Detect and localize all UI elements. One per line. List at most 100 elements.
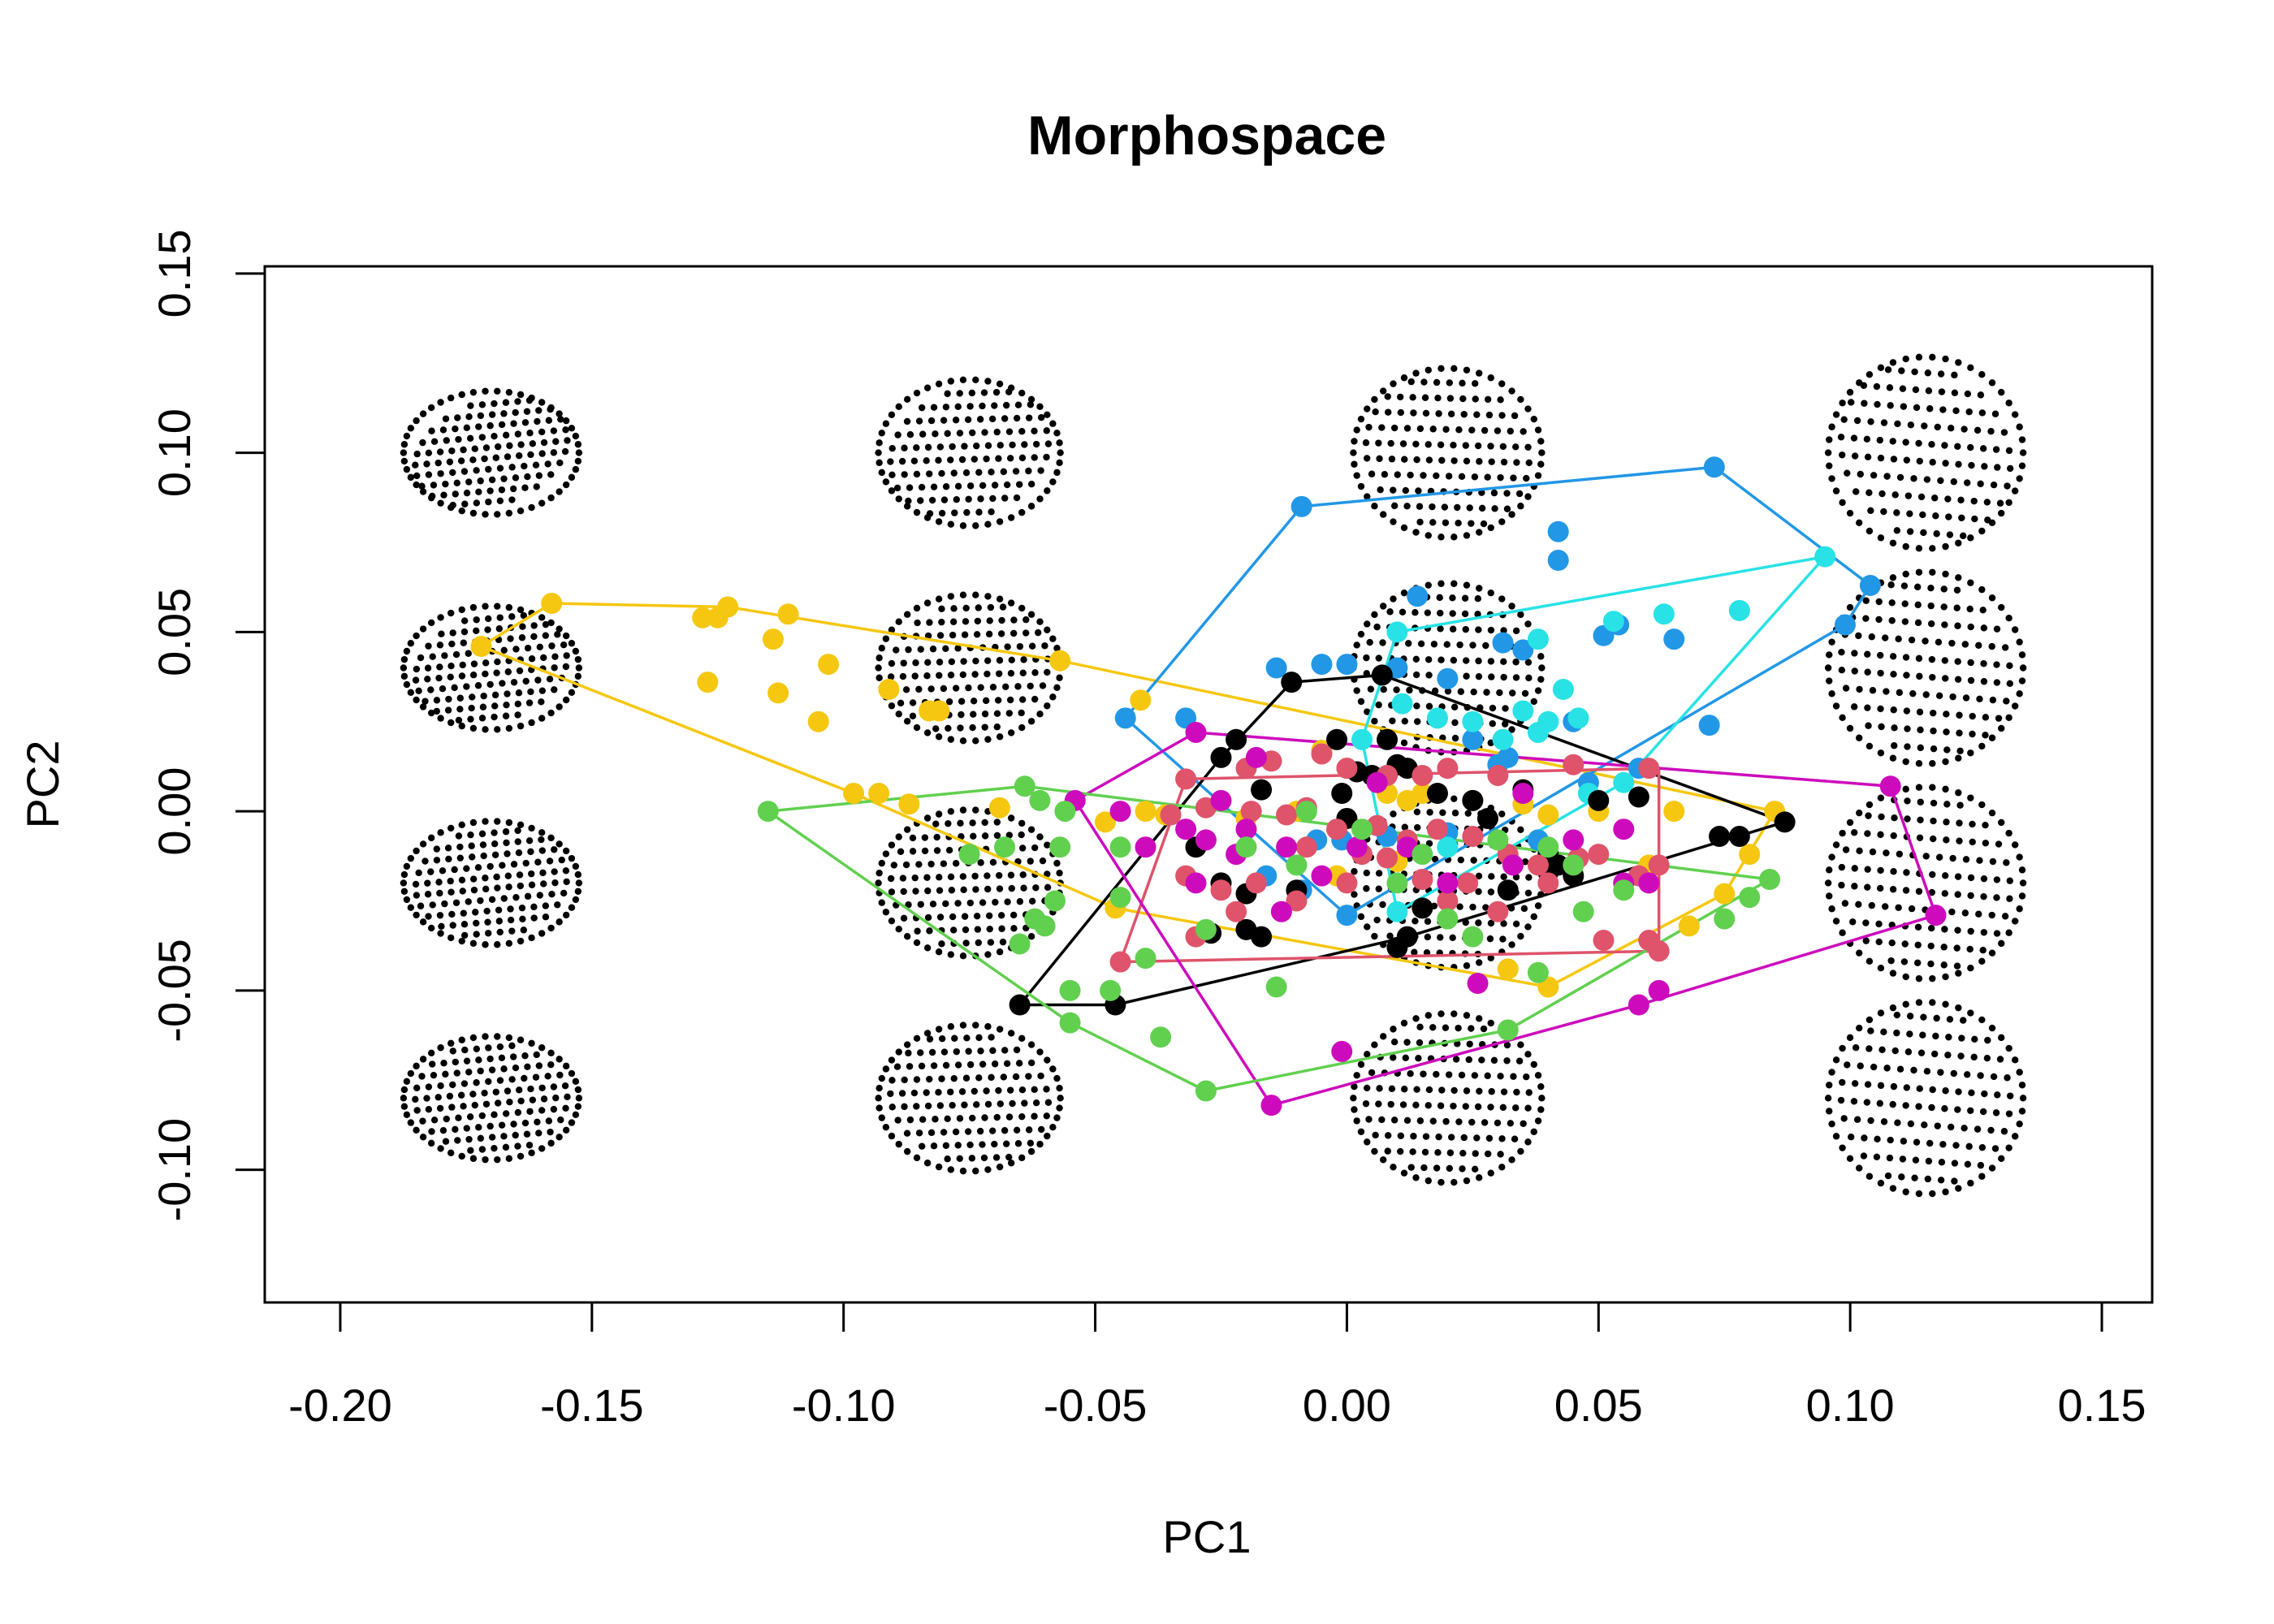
shape-dot: [427, 494, 435, 502]
shape-dot: [956, 1155, 963, 1162]
shape-dot: [1923, 476, 1931, 483]
shape-dot: [2019, 449, 2027, 456]
shape-dot: [1893, 1011, 1901, 1019]
series-points: [1064, 721, 1947, 1116]
data-point: [1497, 958, 1519, 980]
shape-dot: [1424, 441, 1432, 448]
shape-dot: [893, 1063, 901, 1070]
shape-dot: [514, 1108, 522, 1116]
shape-dot: [1978, 1016, 1986, 1024]
shape-dot: [445, 695, 452, 703]
shape-dot: [504, 690, 511, 698]
shape-dot: [2016, 1069, 2023, 1076]
shape-dot: [975, 939, 982, 947]
data-point: [1391, 693, 1413, 715]
shape-dot: [1018, 604, 1026, 612]
shape-dot: [512, 1131, 519, 1139]
data-point: [868, 783, 890, 805]
shape-dot: [903, 1129, 911, 1137]
shape-dot: [1364, 405, 1371, 412]
shape-dot: [514, 398, 521, 405]
shape-dot: [403, 680, 411, 689]
shape-dot: [1485, 411, 1494, 419]
shape-dot: [1998, 724, 2005, 732]
shape-dot: [1393, 686, 1400, 693]
shape-dot: [1362, 1099, 1370, 1108]
shape-dot: [1499, 935, 1507, 943]
shape-dot: [1385, 408, 1392, 416]
data-point: [1160, 804, 1182, 826]
shape-dot: [1484, 473, 1491, 481]
shape-dot: [444, 706, 452, 714]
shape-dot: [1053, 469, 1061, 477]
shape-dot: [1978, 742, 1986, 750]
shape-dot: [1027, 1139, 1035, 1147]
shape-dot: [942, 900, 949, 908]
shape-dot: [521, 1074, 528, 1082]
shape-dot: [1457, 688, 1465, 695]
shape-dot: [1376, 1085, 1383, 1092]
shape-dot: [1889, 539, 1897, 546]
shape-dot: [550, 427, 558, 434]
shape-dot: [1362, 439, 1370, 447]
shape-dot: [1053, 859, 1061, 867]
shape-dot: [428, 427, 435, 434]
shape-dot: [923, 457, 930, 464]
shape-dot: [538, 1044, 546, 1052]
shape-dot: [1877, 794, 1885, 801]
shape-dot: [1832, 841, 1840, 849]
shape-dot: [494, 726, 501, 733]
shape-dot: [952, 417, 960, 424]
shape-dot: [1412, 1101, 1420, 1109]
shape-dot: [1525, 874, 1533, 881]
shape-dot: [1390, 810, 1397, 818]
data-point: [1512, 639, 1534, 661]
shape-dot: [1507, 427, 1515, 435]
shape-dot: [986, 617, 993, 624]
shape-dot: [452, 490, 459, 498]
shape-dot: [403, 896, 411, 904]
shape-dot: [1476, 585, 1483, 592]
shape-dot: [1371, 932, 1378, 940]
shape-dot: [503, 839, 510, 847]
shape-dot: [2018, 462, 2026, 469]
shape-dot: [2001, 644, 2009, 651]
shape-dot: [984, 593, 992, 600]
shape-dot: [437, 829, 444, 836]
shape-dot: [425, 642, 432, 650]
shape-dot: [1851, 865, 1858, 872]
shape-dot: [1884, 366, 1892, 374]
shape-dot: [1455, 426, 1463, 434]
shape-dot: [449, 629, 456, 637]
shape-dot: [1868, 901, 1875, 909]
shape-dot: [1378, 424, 1386, 431]
shape-dot: [1018, 844, 1027, 852]
shape-dot: [1043, 427, 1051, 434]
shape-dot: [1890, 831, 1897, 840]
shape-dot: [1056, 1104, 1063, 1112]
data-point: [1371, 664, 1393, 686]
shape-dot: [452, 650, 460, 659]
data-point: [1497, 1019, 1519, 1041]
shape-dot: [1037, 1125, 1045, 1134]
data-point: [1185, 872, 1207, 894]
shape-dot: [1499, 1104, 1507, 1112]
y-tick-label: 0.10: [149, 408, 200, 497]
shape-dot: [2003, 698, 2010, 705]
shape-dot: [996, 733, 1004, 741]
shape-dot: [413, 481, 420, 489]
shape-dot: [2006, 895, 2013, 902]
shape-dot: [882, 478, 890, 486]
shape-dot: [938, 1034, 946, 1043]
shape-dot: [1864, 668, 1871, 676]
shape-dot: [993, 428, 1001, 436]
shape-dot: [1507, 1120, 1515, 1127]
shape-dot: [958, 710, 965, 719]
shape-dot: [1463, 366, 1471, 374]
shape-dot: [1864, 866, 1871, 873]
shape-dot: [959, 1021, 967, 1029]
shape-dot: [972, 591, 979, 598]
shape-dot: [1920, 529, 1927, 537]
shape-dot: [940, 1048, 949, 1056]
shape-dot: [1044, 841, 1051, 849]
